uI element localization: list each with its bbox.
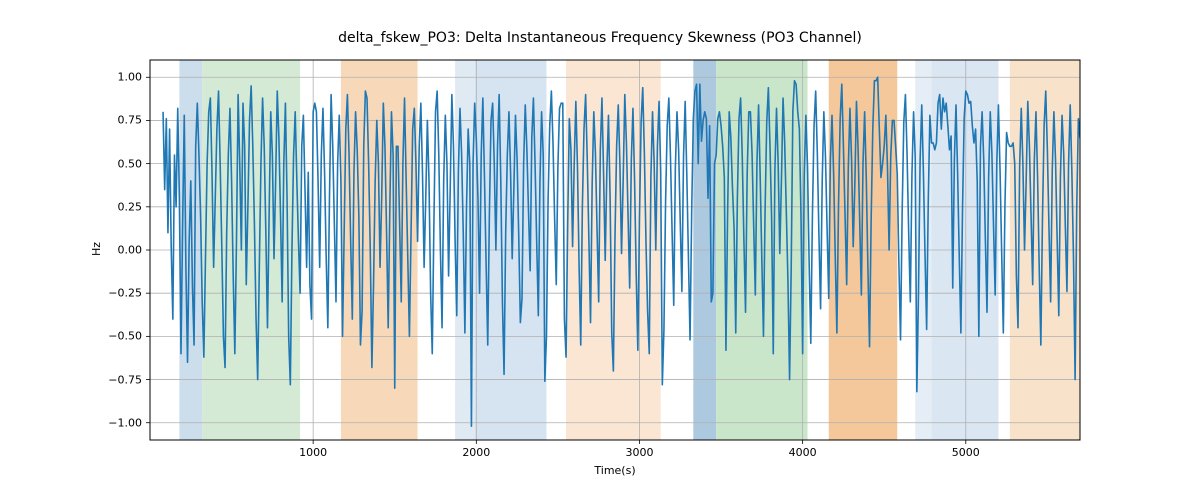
x-tick-label: 3000 [625,446,653,459]
chart-root: delta_fskew_PO3: Delta Instantaneous Fre… [0,0,1200,500]
y-tick-label: 0.25 [118,200,143,213]
y-tick-label: 0.75 [118,114,143,127]
y-tick-label: 1.00 [118,71,143,84]
y-tick-label: 0.00 [118,244,143,257]
x-tick-label: 2000 [462,446,490,459]
x-axis-label: Time(s) [594,464,635,477]
chart-title: delta_fskew_PO3: Delta Instantaneous Fre… [0,30,1200,46]
x-tick-label: 5000 [952,446,980,459]
plot-area [150,60,1087,440]
x-tick-label: 1000 [299,446,327,459]
y-tick-label: −0.25 [108,287,142,300]
y-tick-label: 0.50 [118,157,143,170]
y-tick-label: −0.50 [108,330,142,343]
x-tick-label: 4000 [789,446,817,459]
y-tick-label: −1.00 [108,416,142,429]
chart-svg [0,0,1200,500]
y-axis-label: Hz [90,242,103,256]
y-tick-label: −0.75 [108,373,142,386]
